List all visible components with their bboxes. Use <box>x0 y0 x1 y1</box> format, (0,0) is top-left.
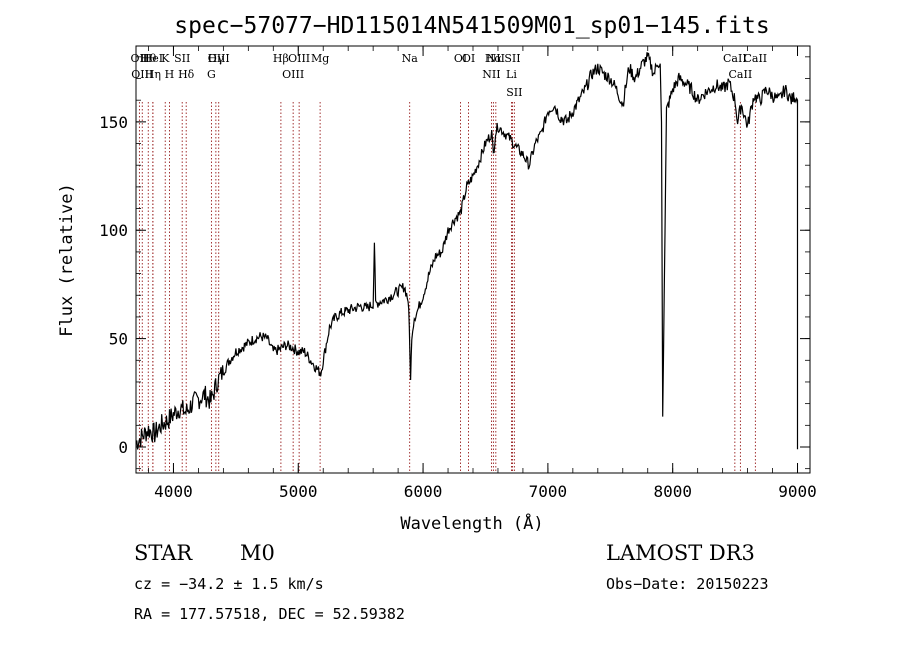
line-marker-label: Mg <box>311 52 329 65</box>
x-tick-label: 9000 <box>778 482 817 501</box>
survey-label: LAMOST DR3 <box>606 541 755 565</box>
line-marker-label: Hδ <box>178 68 195 81</box>
line-marker-label: HeI <box>143 52 163 65</box>
line-marker-label: K <box>161 52 170 65</box>
line-marker-label: OI <box>454 52 467 65</box>
line-marker-label: Li <box>506 68 517 81</box>
x-axis-label: Wavelength (Å) <box>400 512 543 534</box>
line-marker-label: OIII <box>131 68 153 81</box>
line-marker-label: Hα <box>485 52 503 65</box>
line-marker-label: Hθ <box>140 52 157 65</box>
line-marker-label: OI <box>462 52 475 65</box>
line-marker-label: OIII <box>288 52 310 65</box>
spectrum-series-line <box>135 52 799 450</box>
y-axis-ticks: 0 50 100 150 <box>99 56 810 470</box>
x-tick-label: 4000 <box>154 482 193 501</box>
line-marker-label: SII <box>174 52 190 65</box>
y-tick-label: 0 <box>118 438 128 457</box>
x-tick-label: 6000 <box>404 482 443 501</box>
y-tick-label: 50 <box>109 330 128 349</box>
line-marker-label: Hβ <box>273 52 289 65</box>
line-marker-label: OIII <box>282 68 304 81</box>
line-marker-label: SII <box>506 86 522 99</box>
x-tick-label: 5000 <box>279 482 318 501</box>
chart-title: spec−57077−HD115014N541509M01_sp01−145.f… <box>174 13 769 39</box>
x-axis-ticks: 4000 5000 6000 7000 8000 9000 <box>148 46 817 501</box>
line-marker-label: CaII <box>723 52 747 65</box>
line-marker-label: Hη <box>145 68 161 81</box>
line-marker-label: NII <box>487 52 505 65</box>
line-marker-group <box>138 102 756 473</box>
observation-date: Obs−Date: 20150223 <box>606 575 769 593</box>
coordinates: RA = 177.57518, DEC = 52.59382 <box>134 605 405 623</box>
y-tick-label: 150 <box>99 113 128 132</box>
line-marker-label: OII <box>131 52 149 65</box>
line-marker-label: H <box>165 68 175 81</box>
redshift-cz: cz = −34.2 ± 1.5 km/s <box>134 575 324 593</box>
plot-frame <box>135 45 811 474</box>
y-tick-label: 100 <box>99 221 128 240</box>
object-subclass: M0 <box>240 541 275 565</box>
object-type: STAR <box>134 541 193 565</box>
line-marker-label: G <box>207 68 216 81</box>
y-axis-label: Flux (relative) <box>57 183 77 337</box>
x-tick-label: 7000 <box>529 482 568 501</box>
line-marker-label: Hγ <box>208 52 225 65</box>
line-marker-label: Na <box>402 52 419 65</box>
line-marker-label: NII <box>482 68 500 81</box>
line-marker-label: OIII <box>208 52 230 65</box>
line-marker-label: CaII <box>743 52 767 65</box>
line-marker-label: SII <box>504 52 520 65</box>
x-tick-label: 8000 <box>653 482 692 501</box>
line-marker-label: CaII <box>729 68 753 81</box>
